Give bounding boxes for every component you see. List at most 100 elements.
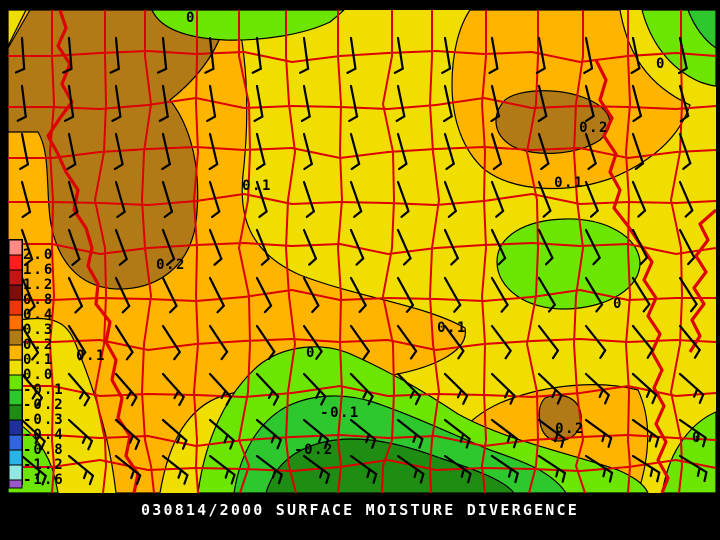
- wind-barb-tick: [693, 388, 699, 398]
- wind-barb-tick: [693, 348, 701, 359]
- wind-barb-staff: [114, 372, 138, 399]
- wind-barb-staff: [302, 36, 310, 70]
- wind-barb-tick: [62, 67, 73, 74]
- county-line-h: [8, 49, 717, 64]
- wind-barb-staff: [584, 276, 604, 306]
- wind-barb-staff: [114, 84, 122, 118]
- wind-barb-staff: [302, 324, 323, 353]
- county-line-h: [8, 337, 717, 352]
- county-line-v: [381, 10, 396, 494]
- wind-barb-tick: [126, 390, 133, 400]
- contour-label: 0.2: [579, 120, 609, 136]
- wind-barb-tick: [350, 162, 361, 171]
- colorbar-label: -0.3: [23, 412, 65, 428]
- wind-barb-tick: [225, 395, 233, 406]
- wind-barb-staff: [67, 228, 81, 261]
- wind-barb-staff: [302, 276, 320, 307]
- wind-barbs: [14, 36, 708, 486]
- wind-barb-tick: [26, 305, 36, 314]
- wind-barb-tick: [204, 67, 215, 74]
- wind-barb-staff: [678, 84, 690, 117]
- contour-label: 0.2: [555, 421, 585, 437]
- wind-barb-tick: [277, 473, 283, 485]
- wind-barb-tick: [21, 210, 32, 219]
- wind-barb-tick: [412, 433, 418, 443]
- wind-barb-tick: [397, 162, 408, 171]
- wind-barb-tick: [173, 350, 181, 361]
- wind-barb-tick: [445, 162, 455, 171]
- wind-barb-tick: [166, 257, 176, 266]
- wind-barb-staff: [255, 228, 270, 260]
- wind-barb-tick: [639, 256, 649, 266]
- wind-barb-tick: [441, 67, 452, 75]
- wind-barb-tick: [14, 67, 26, 74]
- wind-barb-staff: [537, 228, 554, 260]
- wind-barb-staff: [255, 324, 276, 353]
- wind-barb-tick: [128, 434, 135, 444]
- wind-barb-tick: [315, 350, 323, 360]
- wind-barb-staff: [20, 228, 34, 261]
- colorbar-label: -0.1: [23, 382, 65, 398]
- wind-barb-staff: [255, 372, 280, 398]
- colorbar-segment: [8, 359, 23, 376]
- wind-barb-tick: [83, 396, 91, 407]
- wind-barb-staff: [67, 84, 75, 118]
- wind-barb-tick: [642, 303, 651, 313]
- wind-barb-tick: [488, 67, 499, 75]
- colorbar-label: 0.4: [23, 307, 54, 323]
- wind-barb-tick: [206, 115, 217, 123]
- wind-barb-staff: [537, 132, 550, 165]
- colorbar-label: -0.2: [23, 397, 65, 413]
- contour-label: 0: [306, 345, 316, 361]
- colorbar-segment: [8, 389, 23, 406]
- wind-barb-tick: [400, 210, 410, 218]
- wind-barb-staff: [208, 454, 236, 477]
- wind-barb-tick: [81, 434, 88, 444]
- title-bar: 030814/2000 SURFACE MOISTURE DIVERGENCE: [0, 497, 720, 540]
- wind-barb-tick: [367, 395, 374, 406]
- county-line-v: [48, 10, 56, 494]
- wind-barb-tick: [267, 350, 276, 361]
- wind-barb-staff: [396, 324, 418, 353]
- wind-barb-staff: [67, 36, 73, 71]
- wind-barb-tick: [556, 394, 563, 405]
- wind-barb-staff: [678, 132, 692, 165]
- river-far-east: [688, 208, 718, 353]
- wind-barb-staff: [631, 372, 658, 396]
- wind-barb-tick: [111, 115, 122, 122]
- wind-barb-tick: [547, 303, 556, 313]
- wind-barb-staff: [208, 84, 217, 118]
- wind-barb-staff: [67, 276, 84, 308]
- colorbar-label: 0.1: [23, 352, 54, 368]
- wind-barb-staff: [114, 418, 141, 442]
- wind-barb-tick: [358, 304, 367, 314]
- wind-barb-staff: [490, 276, 509, 306]
- wind-barb-tick: [544, 256, 554, 266]
- wind-barb-staff: [584, 228, 601, 259]
- contour-label: 0.1: [242, 178, 272, 194]
- wind-barb-staff: [584, 84, 595, 118]
- county-line-v: [284, 10, 297, 494]
- wind-barb-staff: [631, 36, 641, 70]
- county-line-h: [8, 192, 717, 207]
- wind-barb-tick: [656, 471, 661, 483]
- wind-barb-tick: [156, 67, 168, 74]
- wind-barb-staff: [678, 228, 696, 259]
- colorbar-segment: [8, 284, 23, 301]
- wind-barb-tick: [255, 162, 266, 171]
- wind-barb-tick: [490, 115, 501, 123]
- wind-barb-staff: [161, 36, 168, 70]
- wind-barb-staff: [20, 276, 36, 308]
- wind-barb-tick: [459, 432, 465, 443]
- wind-barb-tick: [654, 436, 660, 448]
- colorbar-label: 0.3: [23, 322, 54, 338]
- wind-barb-staff: [20, 84, 27, 118]
- county-line-v: [140, 10, 155, 494]
- wind-barb-tick: [702, 436, 707, 448]
- wind-barb-staff: [490, 36, 499, 70]
- colorbar-segment: [8, 404, 23, 421]
- wind-barb-tick: [220, 389, 227, 400]
- wind-barb-tick: [504, 349, 512, 360]
- wind-barb-tick: [602, 467, 607, 478]
